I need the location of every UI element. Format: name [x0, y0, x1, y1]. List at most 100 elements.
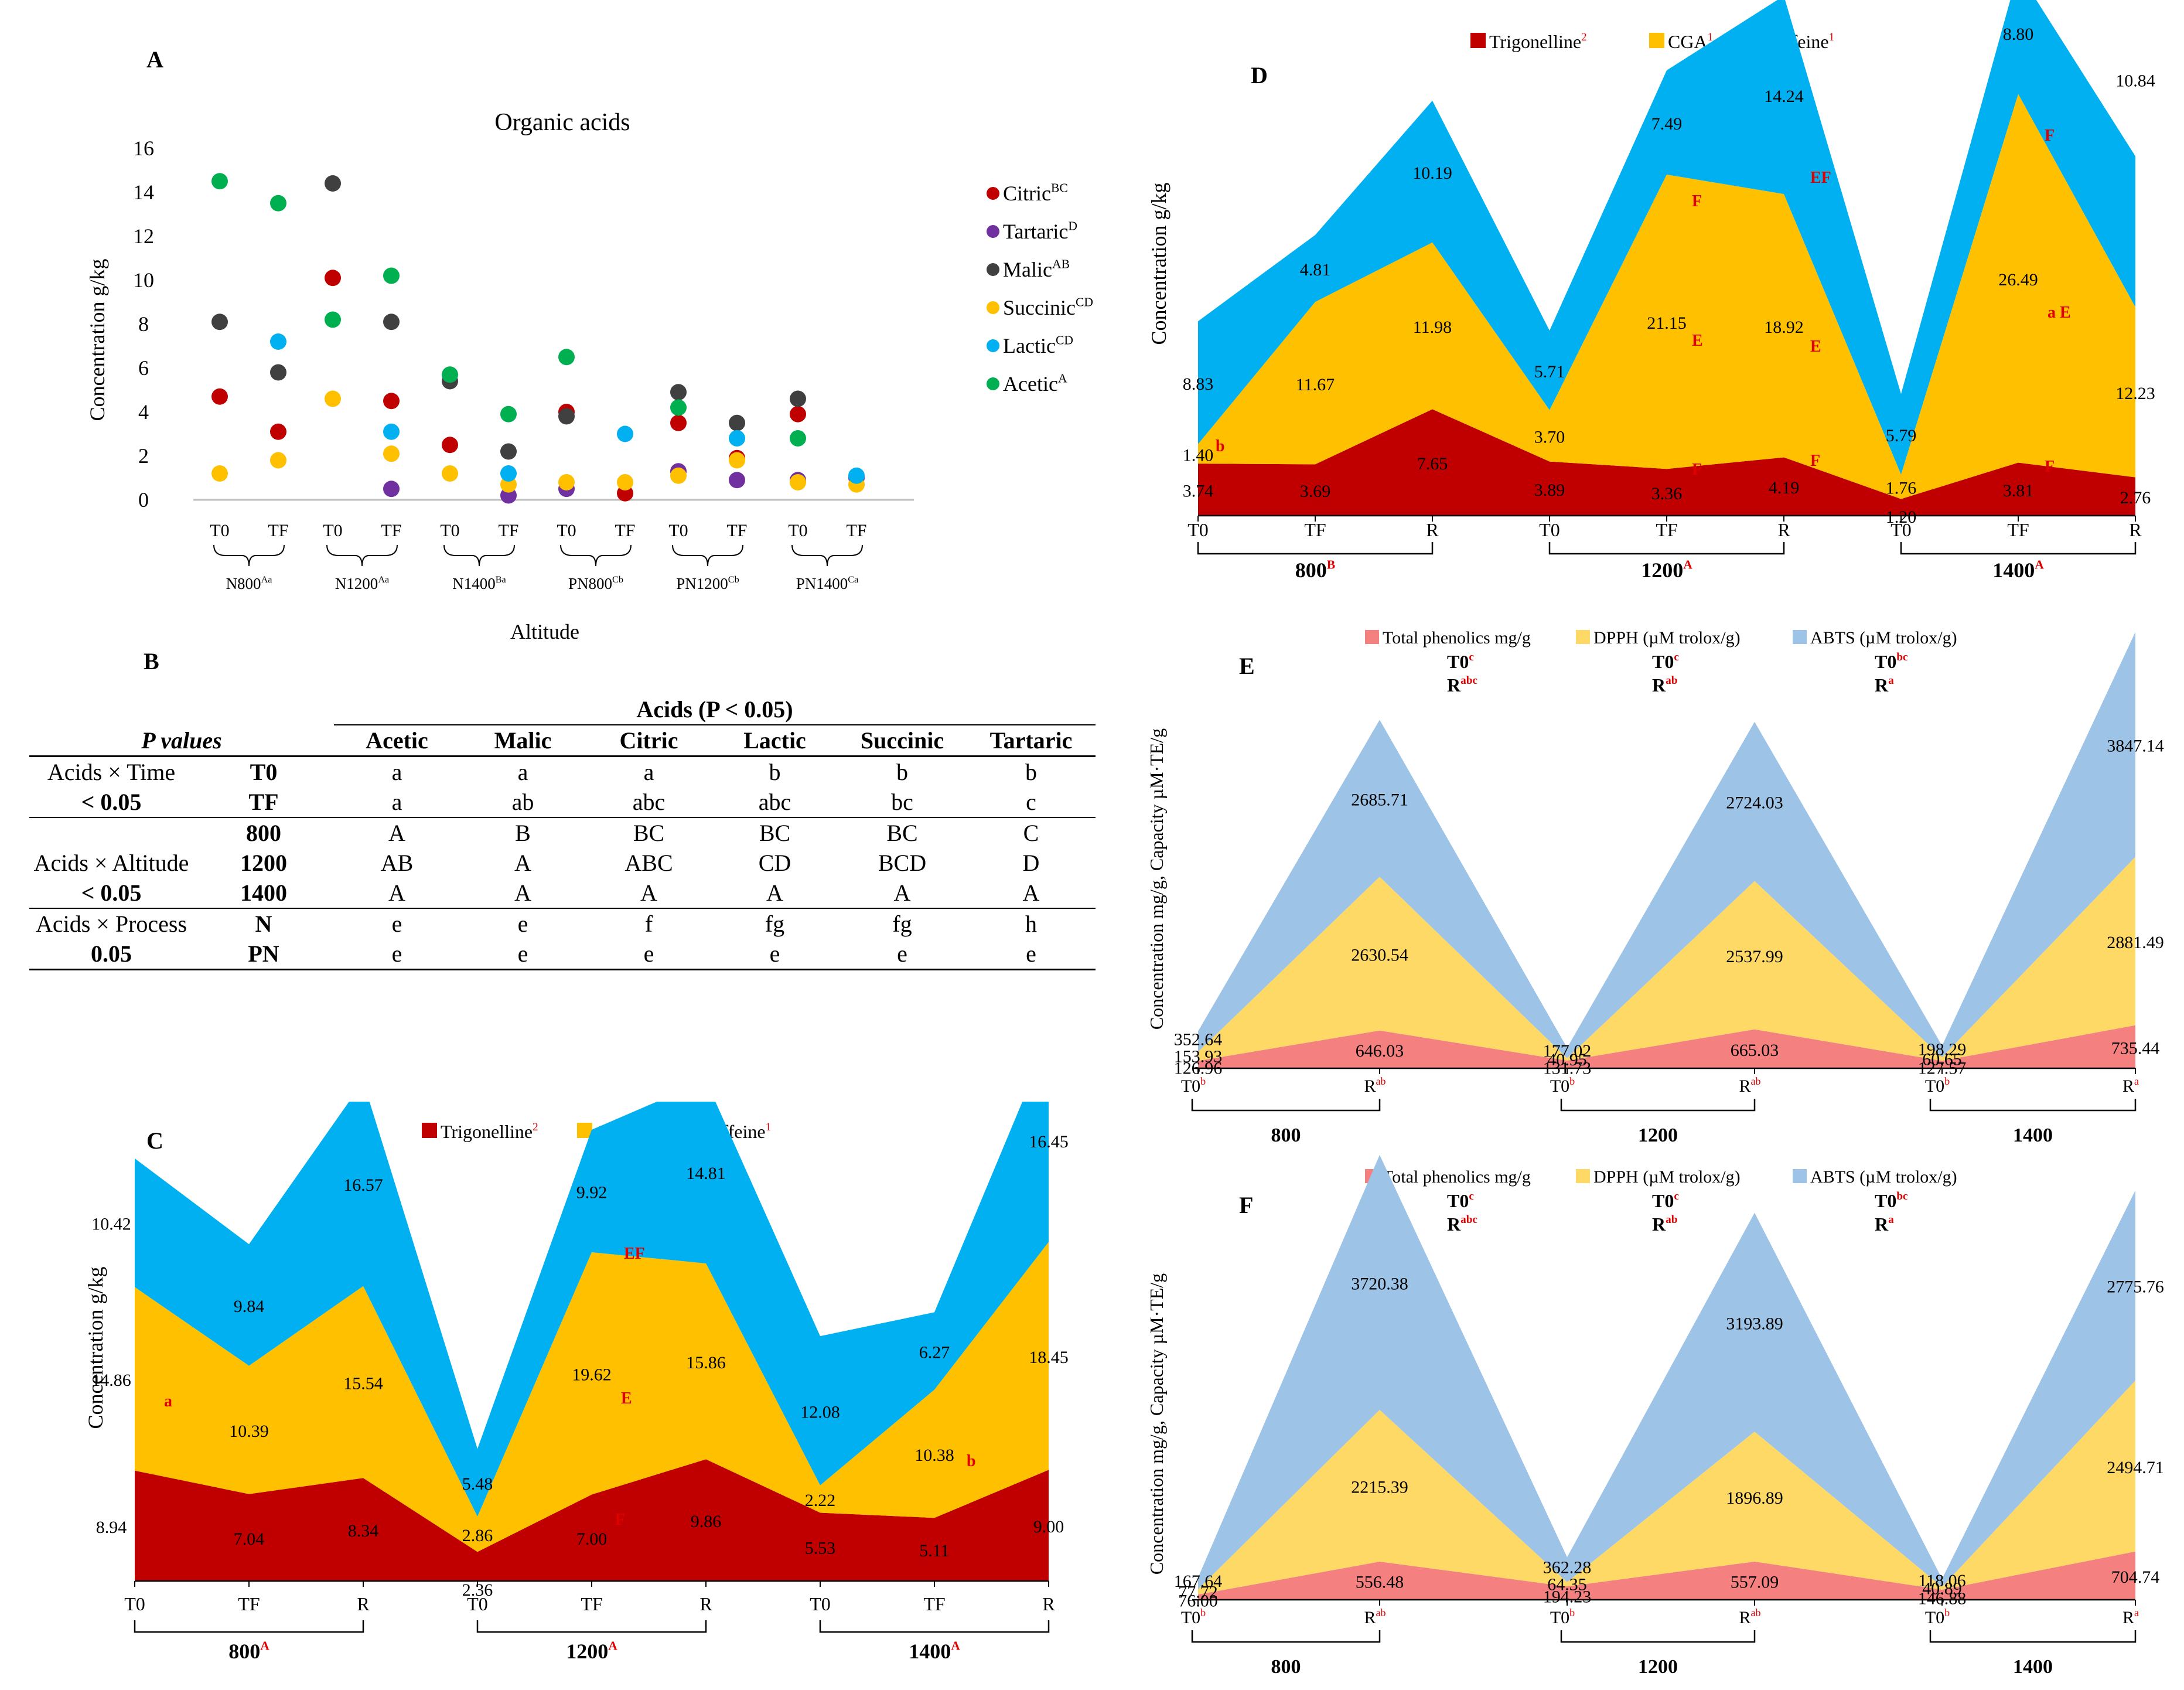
pvalues-header: P values [141, 727, 222, 754]
value-cell: B [460, 817, 586, 848]
legend-swatch [422, 1123, 437, 1138]
data-label: 2537.99 [1726, 947, 1783, 966]
data-label: 4.81 [1300, 260, 1331, 280]
data-label: 7.04 [234, 1529, 265, 1549]
data-point-citric [325, 270, 341, 287]
x-tick-label: R [1042, 1593, 1055, 1614]
value-cell: e [586, 939, 712, 970]
factor-cell: 0.05 [29, 939, 193, 970]
x-tick-label: Rab [1364, 1075, 1386, 1096]
factor-cell: < 0.05 [81, 880, 142, 906]
level-cell: 800 [193, 817, 334, 848]
y-tick-label: 12 [133, 224, 154, 248]
significance-letter: F [2045, 127, 2055, 145]
data-label: 146.88 [1918, 1589, 1967, 1608]
legend-label: CitricBC [1003, 181, 1068, 205]
x-tick-label: T0b [1181, 1607, 1206, 1627]
panel-a-organic-acids-chart: A Organic acids 0 2 4 6 8 10 12 14 16 Concentration… [86, 46, 1093, 643]
data-point-citric [442, 437, 458, 454]
altitude-label: 1200A [1641, 558, 1692, 582]
value-cell: e [334, 939, 460, 970]
table-row: Acids × Time T0 a a a b b b [29, 755, 1096, 787]
area-series-1 [135, 1459, 1049, 1581]
group-label: N1400Ba [452, 574, 506, 592]
significance-letter: F [1692, 461, 1702, 479]
data-point-citric [790, 406, 806, 422]
legend-swatch [1576, 1169, 1590, 1183]
y-axis-label: Concentration g/kg [84, 1267, 107, 1429]
value-cell: bc [891, 789, 913, 815]
x-tick-label: T0 [440, 521, 459, 540]
panel-c-label: C [146, 1127, 163, 1154]
legend-swatch [1470, 33, 1486, 48]
legend-marker [987, 187, 999, 200]
group-brace [213, 544, 285, 567]
table-row: < 0.05 TF a ab abc abc bc c [29, 787, 1096, 817]
col-header: Lactic [743, 727, 806, 754]
legend-label: MalicAB [1003, 257, 1070, 281]
altitude-label: 1400A [909, 1639, 960, 1663]
group-brace [443, 544, 515, 567]
x-tick-label: T0 [788, 521, 807, 540]
x-tick-label: R [357, 1593, 370, 1614]
value-cell: e [967, 939, 1096, 970]
data-label: 10.38 [914, 1446, 954, 1465]
altitude-bracket [1900, 542, 2137, 555]
data-label: 15.54 [343, 1374, 383, 1393]
x-tick-label: T0b [1550, 1075, 1575, 1096]
significance-letter: b [967, 1452, 976, 1470]
data-label: 10.84 [2115, 71, 2155, 90]
data-point-succinic [211, 465, 228, 482]
value-cell: A [514, 880, 531, 906]
value-cell: e [838, 939, 967, 970]
data-point-tartaric [383, 481, 400, 498]
value-cell: a [586, 755, 712, 787]
altitude-bracket [1929, 1099, 2137, 1112]
data-label: 60.65 [1922, 1050, 1962, 1069]
data-label: 6.27 [919, 1343, 950, 1362]
value-cell: b [967, 755, 1096, 787]
panel-c-alkaloids-area-chart: Trigonelline2CGA1Caffeine1CConcentration… [84, 1102, 1069, 1663]
data-label: 10.39 [229, 1422, 269, 1441]
data-point-citric [383, 393, 400, 410]
altitude-bracket [476, 1620, 707, 1633]
x-tick-label: Rab [1364, 1607, 1386, 1627]
data-point-acetic [211, 173, 228, 190]
altitude-label: 1400 [2013, 1125, 2053, 1146]
legend-sub-label: Ra [1875, 1214, 1894, 1235]
data-label: 2685.71 [1351, 790, 1408, 809]
data-label: 9.86 [691, 1512, 722, 1531]
data-label: 2881.49 [2107, 933, 2164, 952]
data-point-acetic [442, 366, 458, 383]
value-cell: A [893, 880, 911, 906]
data-label: 3.74 [1183, 482, 1214, 501]
y-tick-label: 8 [138, 312, 149, 336]
legend-label: SuccinicCD [1003, 295, 1093, 319]
altitude-label: 1400A [1992, 558, 2044, 582]
data-point-succinic [670, 467, 687, 484]
data-label: 2724.03 [1726, 793, 1783, 813]
data-point-malic [325, 175, 341, 192]
area-series-3 [135, 1102, 1049, 1517]
data-point-malic [729, 414, 745, 431]
x-tick-label: T0 [557, 521, 576, 540]
x-tick-label: T0b [1550, 1607, 1575, 1627]
factor-cell: Acids × Process [29, 908, 193, 939]
x-tick-label: TF [1304, 519, 1326, 540]
data-label: 19.62 [572, 1365, 612, 1385]
data-label: 8.80 [2003, 25, 2034, 44]
y-axis-label: Concentration g/kg [1147, 183, 1171, 345]
data-label: 2215.39 [1351, 1477, 1408, 1497]
legend-swatch [1365, 630, 1379, 644]
data-label: 704.74 [2111, 1568, 2160, 1587]
data-point-malic [558, 408, 575, 425]
value-cell: A [514, 850, 531, 876]
legend-swatch [1793, 1169, 1807, 1183]
value-cell: ABC [625, 850, 673, 876]
legend-marker [987, 225, 999, 238]
panel-f-antioxidant-area-chart: Total phenolics mg/g T0c Rabc DPPH (µM trol… [1146, 1154, 2164, 1678]
x-tick-label: TF [726, 521, 747, 540]
data-label: 352.64 [1174, 1030, 1223, 1049]
x-tick-label: TF [923, 1593, 945, 1614]
